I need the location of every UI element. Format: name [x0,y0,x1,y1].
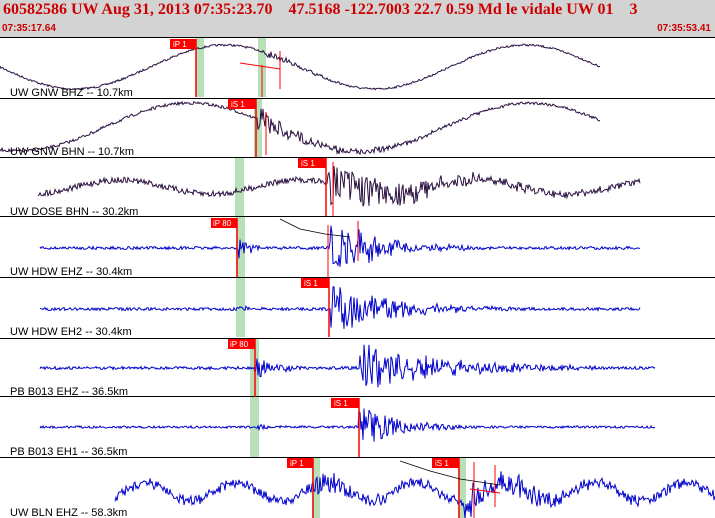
wave-gnw-bhz [0,43,601,91]
pick-label: iS 1 [304,279,318,288]
pick-b013-ehz-p[interactable]: iP 80 [228,339,256,397]
pick-bln-s[interactable]: iS 1 [399,458,501,518]
waveforms [0,43,715,518]
station-labels: UW GNW BHZ -- 10.7km UW GNW BHN -- 10.7k… [10,87,138,518]
pick-hdw-ehz-p[interactable]: iP 80 [211,218,359,277]
wave-dose-bhn [37,165,641,207]
pick-label: iS 1 [231,100,245,109]
trace-separators [0,37,715,458]
pick-hdw-eh2-s[interactable]: iS 1 [301,278,330,337]
pick-dose-s[interactable]: iS 1 [298,158,334,216]
trace-label-b013-ehz: PB B013 EHZ -- 36.5km [10,386,128,398]
pick-label: iS 1 [435,459,449,468]
trace-label-hdw-ehz: UW HDW EHZ -- 30.4km [10,266,132,278]
wave-hdw-eh2 [39,286,641,329]
window-b013-p [250,339,259,457]
window-dose-p [235,158,244,216]
pick-bln-p[interactable]: iP 1 [287,458,314,518]
wave-b013-eh1 [39,408,656,442]
seismogram-panel[interactable]: iP 1 iS 1 iS 1 iP 80 iS [0,37,715,518]
window-bln-s [458,458,466,518]
trace-label-hdw-eh2: UW HDW EH2 -- 30.4km [10,326,132,338]
trace-label-bln-ehz: UW BLN EHZ -- 58.3km [10,507,127,518]
wave-b013-ehz [39,344,656,388]
event-title: 60582586 UW Aug 31, 2013 07:35:23.70 47.… [3,1,638,18]
event-header: 60582586 UW Aug 31, 2013 07:35:23.70 47.… [0,0,715,37]
pick-markers[interactable]: iP 1 iS 1 iS 1 iP 80 iS [170,39,501,518]
pick-b013-eh1-s[interactable]: iS 1 [331,398,360,457]
pick-label: iS 1 [334,399,348,408]
pick-bhz-p[interactable]: iP 1 [170,39,281,97]
trace-label-dose-bhn: UW DOSE BHN -- 30.2km [10,206,138,218]
trace-label-b013-eh1: PB B013 EH1 -- 36.5km [10,446,127,458]
pick-label: iP 1 [173,40,187,49]
start-time: 07:35:17.64 [2,23,56,34]
pick-label: iP 80 [213,219,232,228]
pick-label: iP 80 [230,340,249,349]
pick-label: iS 1 [301,159,315,168]
pick-label: iP 1 [290,459,304,468]
trace-label-gnw-bhz: UW GNW BHZ -- 10.7km [10,87,133,99]
window-bhz-p [196,37,204,97]
trace-label-gnw-bhn: UW GNW BHN -- 10.7km [10,146,134,158]
wave-hdw-ehz [39,225,641,267]
wave-gnw-bhn [0,100,601,156]
window-bln-p [312,458,320,518]
pick-bhn-s[interactable]: iS 1 [228,99,267,157]
end-time: 07:35:53.41 [657,23,711,34]
wave-bln-ehz [114,471,715,518]
